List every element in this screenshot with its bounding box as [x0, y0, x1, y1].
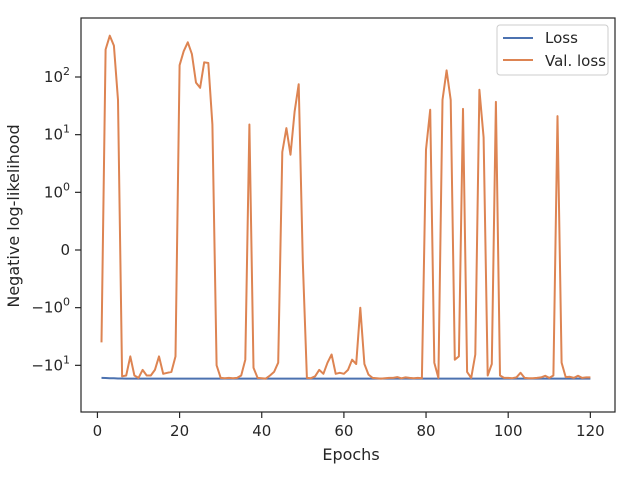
plot-lines	[100, 34, 591, 380]
y-tick-label: 0	[60, 241, 70, 259]
y-tick-label: 100	[44, 180, 70, 201]
y-tick-label: 101	[44, 123, 70, 144]
y-tick-label: 102	[44, 65, 70, 86]
x-tick-label: 100	[494, 422, 523, 440]
y-tick-label: −101	[31, 353, 70, 374]
plot-frame	[80, 17, 616, 413]
legend: Loss Val. loss	[496, 24, 609, 76]
y-axis-ticks: −101 −100 0 100 101 102	[31, 65, 81, 374]
y-tick-label: −100	[31, 296, 70, 317]
x-tick-label: 20	[170, 422, 189, 440]
x-tick-label: 0	[93, 422, 103, 440]
x-tick-label: 40	[252, 422, 271, 440]
x-tick-label: 60	[334, 422, 353, 440]
legend-label-loss: Loss	[545, 29, 578, 47]
x-axis-ticks: 0 20 40 60 80 100 120	[93, 412, 605, 440]
series-line-1	[100, 34, 591, 380]
x-tick-label: 80	[416, 422, 435, 440]
x-axis-label: Epochs	[322, 445, 379, 464]
y-axis-label: Negative log-likelihood	[4, 124, 23, 307]
x-tick-label: 120	[576, 422, 605, 440]
legend-label-val-loss: Val. loss	[545, 52, 606, 70]
